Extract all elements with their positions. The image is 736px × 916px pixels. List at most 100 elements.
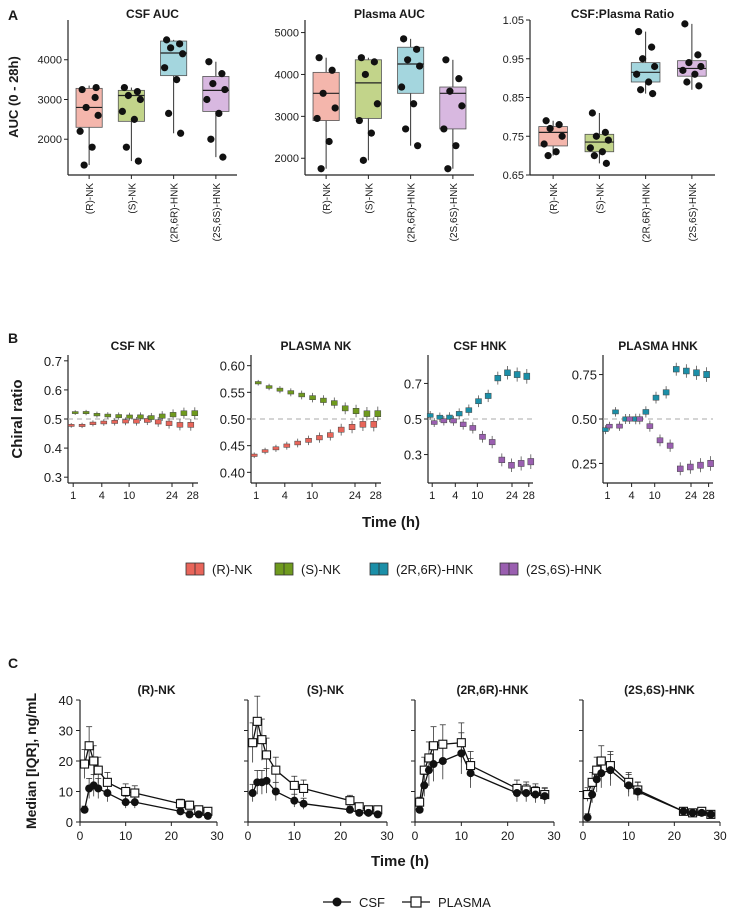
box-shnk	[527, 458, 535, 466]
point-csf	[103, 789, 112, 798]
box-shnk	[616, 423, 623, 429]
point-plasma	[596, 756, 606, 766]
box-rnk	[100, 420, 108, 425]
box-snk	[331, 400, 338, 406]
data-point	[373, 100, 381, 108]
data-point	[598, 148, 606, 156]
data-point	[442, 56, 450, 64]
x-tick-label: 0	[77, 829, 84, 843]
data-point	[319, 89, 327, 97]
box-snk	[374, 410, 382, 417]
x-tick-label: 28	[370, 490, 382, 502]
point-csf	[415, 805, 424, 814]
data-point	[590, 152, 598, 160]
y-tick-label: 0.60	[220, 359, 245, 374]
data-point	[639, 55, 647, 63]
data-point	[203, 95, 211, 104]
point-plasma	[428, 741, 439, 751]
data-point	[410, 100, 418, 108]
panel-b: CSF NK 0.3 0.4 0.5 0.6 0.7 1 4 10 24 28 PLASMA NK 0.…	[9, 339, 715, 531]
point-csf	[466, 769, 475, 778]
box-snk	[191, 410, 199, 416]
box-rnk	[133, 419, 140, 424]
point-csf	[679, 807, 688, 816]
data-point	[80, 161, 88, 169]
x-tick-label: 20	[165, 829, 179, 843]
box-shnk	[646, 423, 654, 429]
y-tick-label: 3000	[275, 111, 299, 123]
legend-item: PLASMA	[402, 895, 491, 910]
panel-letter-a: A	[8, 7, 18, 23]
box-snk	[320, 397, 327, 403]
box-rnk	[370, 421, 378, 428]
data-point	[602, 159, 610, 167]
data-point	[555, 121, 563, 129]
point-plasma	[438, 739, 448, 749]
data-point	[588, 109, 596, 117]
data-point	[540, 140, 548, 148]
x-tick-label: 1	[253, 490, 259, 502]
point-csf	[624, 781, 633, 790]
data-point	[82, 103, 90, 112]
data-point	[552, 148, 560, 156]
chart-b2: PLASMA NK 0.40 0.45 0.50 0.55 0.60 1 4 10 24 28	[220, 339, 382, 502]
point-plasma	[130, 788, 140, 798]
box-shnk	[479, 433, 486, 440]
box-snk	[352, 408, 360, 414]
y-tick-label: 0.55	[220, 385, 245, 400]
data-point	[218, 70, 226, 78]
point-csf	[597, 769, 606, 778]
x-axis-label: Time (h)	[371, 853, 429, 870]
data-point	[586, 144, 594, 152]
box-snk	[309, 395, 316, 400]
x-tick-label: 4	[452, 490, 458, 502]
point-csf	[203, 811, 212, 820]
y-tick-label: 0.6	[44, 383, 62, 398]
box-rnk	[187, 422, 195, 428]
point-plasma	[289, 780, 299, 790]
point-csf	[429, 760, 438, 769]
box-shnk	[498, 456, 506, 463]
box-shnk	[517, 460, 525, 467]
box-rhnk	[446, 414, 453, 420]
data-point	[328, 66, 336, 74]
y-tick-label: 4000	[38, 55, 62, 67]
data-point	[601, 128, 609, 136]
point-plasma	[261, 750, 272, 760]
point-csf	[262, 776, 271, 785]
data-point	[167, 44, 175, 52]
point-csf	[512, 789, 521, 798]
data-point	[177, 129, 185, 137]
box-rnk	[165, 420, 173, 426]
data-point	[695, 82, 703, 90]
box-snk	[363, 410, 371, 417]
data-point	[315, 54, 323, 62]
y-tick-label: 40	[59, 693, 73, 708]
x-tick-label: (R)-NK	[549, 183, 560, 214]
box-shnk	[666, 442, 674, 449]
point-plasma	[89, 756, 99, 766]
box-rhnk	[662, 389, 670, 396]
box-rhnk	[426, 413, 434, 418]
point-csf	[345, 805, 354, 814]
chart-a2: Plasma AUC 2000 3000 4000 5000 (R)-NK (S)-NK (2…	[275, 7, 474, 242]
y-tick-label: 0.75	[572, 368, 597, 383]
x-axis-label: Time (h)	[362, 514, 420, 531]
box-rnk	[89, 421, 97, 425]
x-tick-label: (2S,6S)-HNK	[212, 183, 223, 242]
data-point	[413, 45, 421, 53]
box-rhnk	[504, 369, 511, 376]
data-point	[317, 165, 325, 173]
x-tick-label: 28	[187, 490, 199, 502]
x-tick-label: 1	[70, 490, 76, 502]
point-csf	[522, 789, 531, 798]
box-rhnk	[513, 371, 521, 378]
box-shnk	[606, 423, 613, 429]
data-point	[122, 143, 130, 151]
legend-label: (S)-NK	[301, 562, 341, 577]
data-point	[76, 127, 84, 135]
box-snk	[341, 405, 349, 412]
point-csf	[583, 813, 592, 822]
data-point	[444, 165, 452, 173]
data-point	[633, 70, 641, 78]
